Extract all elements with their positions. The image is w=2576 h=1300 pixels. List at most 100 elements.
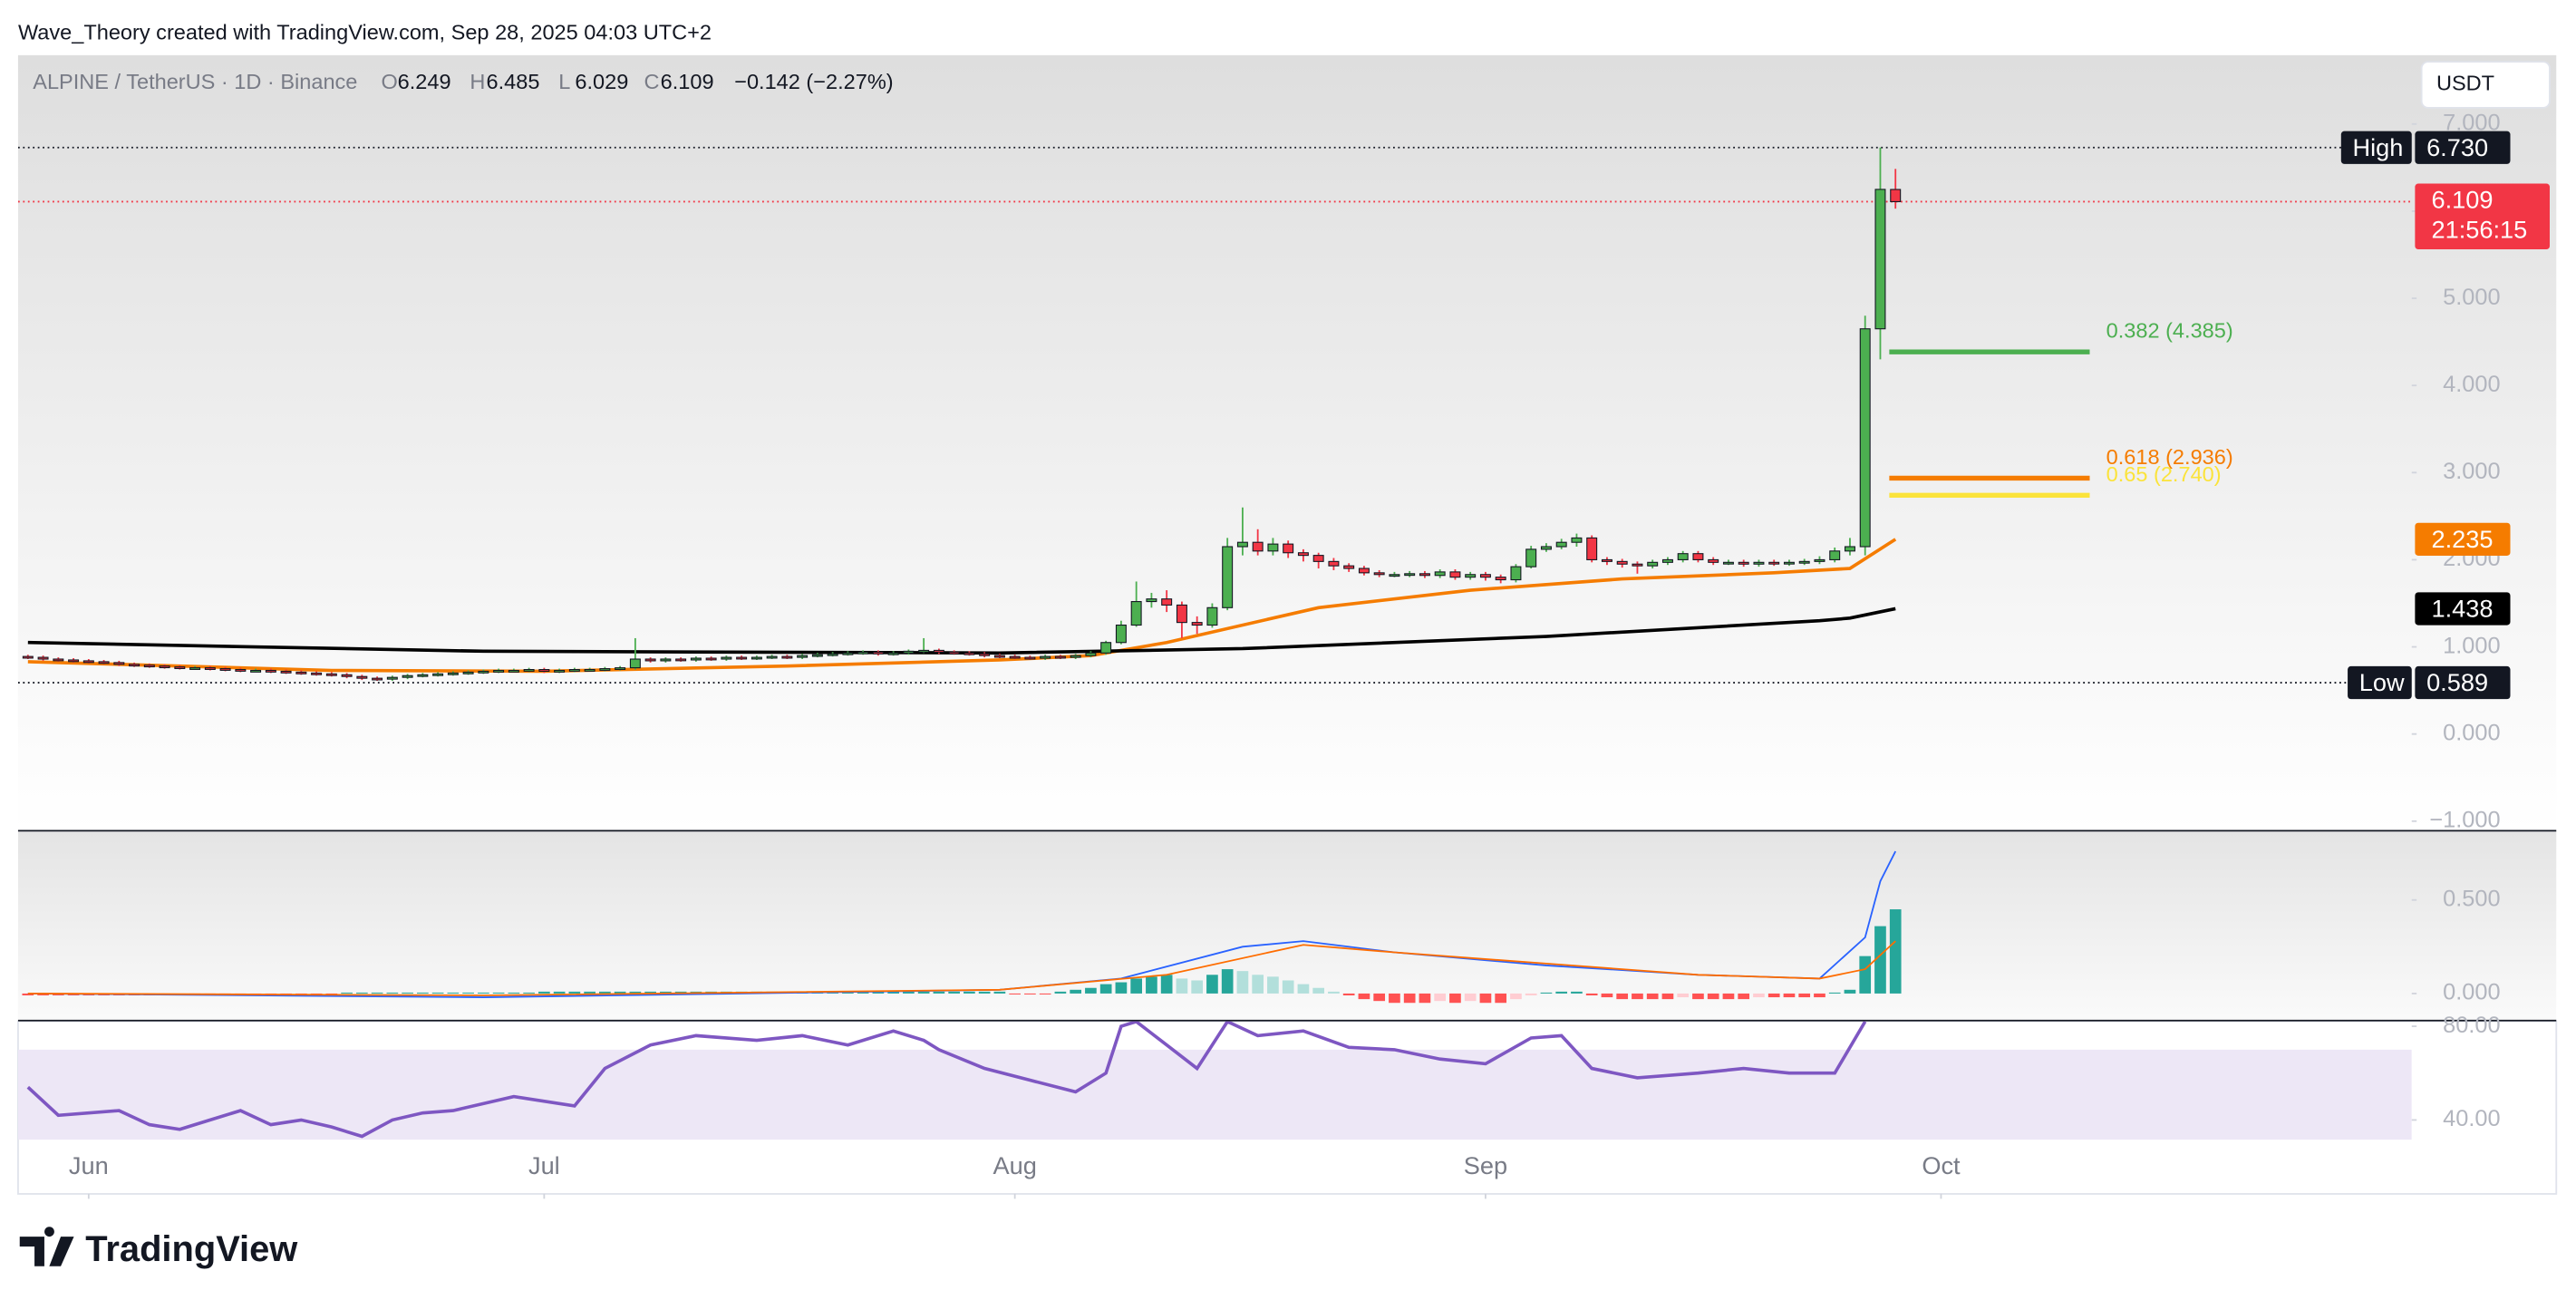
- candle-body: [68, 659, 80, 663]
- macd-histogram-bar: [993, 991, 1006, 994]
- ohlc-letter: L: [558, 70, 570, 93]
- candle-body: [98, 661, 110, 665]
- macd-histogram-bar: [1221, 969, 1234, 994]
- candle-body: [143, 665, 155, 668]
- macd-histogram-bar: [964, 991, 975, 994]
- ma-value-box: [2415, 592, 2511, 626]
- candle-body: [523, 669, 535, 672]
- currency-label[interactable]: USDT: [2436, 72, 2494, 95]
- macd-histogram-bar: [660, 991, 672, 994]
- rsi-y-tick-label: 80.00: [2443, 1013, 2500, 1038]
- candle-body: [766, 655, 778, 659]
- macd-histogram-bar: [599, 991, 611, 994]
- candle-body: [280, 670, 292, 674]
- currency-button[interactable]: [2420, 61, 2551, 109]
- macd-histogram-bar: [1054, 991, 1067, 994]
- candle-body: [1085, 652, 1097, 656]
- candle-body: [736, 656, 748, 660]
- macd-histogram-bar: [1753, 993, 1765, 998]
- candle-body: [1040, 655, 1051, 659]
- candle-body: [53, 658, 64, 662]
- candle-body: [1874, 189, 1886, 330]
- candle-body: [1616, 560, 1628, 565]
- candle-body: [644, 658, 656, 662]
- candle-body: [1844, 546, 1855, 552]
- candle-body: [751, 656, 762, 660]
- candle-body: [1024, 656, 1036, 660]
- candle-body: [1708, 558, 1719, 563]
- logo-icon: [19, 1227, 74, 1266]
- candle-body: [1236, 541, 1248, 548]
- macd-histogram-bar: [584, 991, 596, 994]
- macd-histogram-bar: [356, 992, 368, 994]
- candle-body: [1722, 561, 1734, 565]
- candle-body: [235, 669, 247, 672]
- candle-body: [1206, 606, 1218, 626]
- fib-label: 0.382 (4.385): [2106, 319, 2233, 343]
- macd-histogram-bar: [1646, 993, 1659, 1000]
- candle-body: [189, 667, 201, 670]
- macd-histogram-bar: [1783, 993, 1796, 998]
- candle-body: [1283, 543, 1294, 554]
- macd-histogram-bar: [978, 991, 991, 994]
- macd-histogram-bar: [1191, 980, 1204, 994]
- candle-body: [827, 653, 838, 656]
- y-tick-label: 1.000: [2443, 633, 2500, 658]
- candle-body: [478, 670, 489, 674]
- candle-body: [811, 654, 823, 657]
- macd-histogram-bar: [1874, 926, 1886, 994]
- low-label-box: [2348, 665, 2412, 700]
- macd-histogram-bar: [538, 991, 550, 994]
- macd-histogram-bar: [568, 991, 581, 994]
- candle-body: [568, 669, 580, 672]
- candle-body: [1115, 624, 1127, 644]
- candle-body: [1601, 558, 1612, 562]
- macd-histogram-bar: [887, 991, 899, 994]
- fib-label: 0.65 (2.740): [2106, 462, 2222, 486]
- macd-histogram-bar: [903, 991, 915, 994]
- candle-body: [1555, 541, 1567, 548]
- y-tick-label: 0.000: [2443, 720, 2500, 745]
- macd-line: [27, 940, 1896, 996]
- macd-histogram-bar: [1814, 993, 1825, 998]
- ma-value-box: [2415, 522, 2511, 556]
- macd-histogram-bar: [341, 992, 353, 994]
- macd-histogram-bar: [917, 991, 930, 994]
- candle-body: [1070, 655, 1081, 658]
- candle-body: [857, 651, 869, 655]
- macd-histogram-bar: [1616, 993, 1629, 1000]
- candle-body: [615, 667, 626, 670]
- ohlc-change: −0.142 (−2.27%): [734, 70, 893, 93]
- candle-body: [1465, 574, 1477, 578]
- candle-body: [1009, 655, 1021, 659]
- y-tick-label: −1.000: [2429, 808, 2500, 833]
- candle-body: [1632, 563, 1643, 567]
- candle-body: [1343, 565, 1355, 569]
- candle-body: [690, 657, 702, 661]
- macd-histogram-bar: [1236, 971, 1249, 994]
- macd-histogram-bar: [22, 993, 34, 995]
- macd-histogram-bar: [1859, 956, 1872, 994]
- candle-body: [599, 668, 611, 671]
- x-tick-label: Sep: [1464, 1151, 1507, 1179]
- candle-body: [325, 673, 337, 676]
- macd-histogram-bar: [1373, 993, 1386, 1002]
- macd-histogram-bar: [1767, 993, 1780, 998]
- candle-body: [1738, 561, 1749, 565]
- ohlc-letter: H: [470, 70, 485, 93]
- macd-histogram-bar: [1160, 975, 1173, 994]
- macd-histogram-bar: [1722, 993, 1735, 1000]
- candle-body: [797, 655, 809, 658]
- macd-histogram-bar: [402, 992, 413, 994]
- candle-body: [1404, 573, 1416, 577]
- macd-histogram-bar: [1206, 975, 1218, 994]
- candle-body: [174, 666, 186, 670]
- candle-body: [1297, 552, 1309, 557]
- candle-body: [462, 671, 474, 674]
- x-tick-label: Aug: [993, 1151, 1036, 1179]
- macd-histogram-bar: [857, 991, 869, 994]
- macd-histogram-bar: [1434, 993, 1447, 1002]
- macd-histogram-bar: [1555, 991, 1568, 994]
